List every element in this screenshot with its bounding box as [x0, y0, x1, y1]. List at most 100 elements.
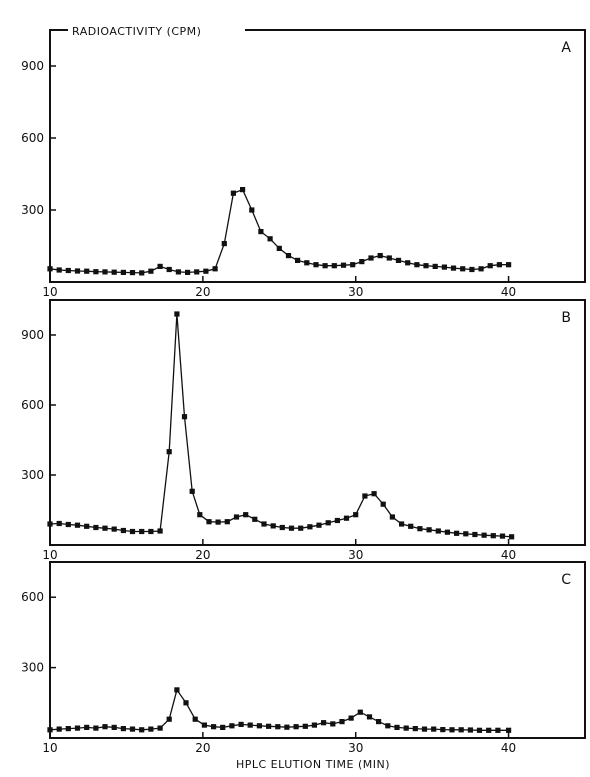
data-point	[395, 257, 402, 263]
data-point	[93, 269, 99, 275]
data-point	[93, 725, 99, 731]
data-point	[408, 523, 414, 529]
data-point	[181, 414, 188, 420]
data-point	[496, 262, 502, 268]
data-point	[185, 269, 191, 275]
x-tick-label: 10	[42, 285, 57, 299]
x-tick-label: 20	[195, 285, 210, 299]
data-point	[102, 724, 108, 730]
data-point	[157, 725, 163, 731]
data-point	[368, 255, 374, 261]
data-point	[509, 534, 515, 540]
data-point	[256, 723, 262, 729]
x-tick-label: 10	[42, 548, 57, 562]
data-point	[380, 501, 386, 507]
data-point	[65, 267, 71, 274]
data-point	[339, 719, 345, 725]
data-point	[394, 724, 400, 730]
data-point	[56, 520, 62, 527]
data-point	[258, 229, 264, 235]
data-point	[220, 724, 226, 730]
data-point	[276, 245, 282, 251]
data-point	[298, 525, 304, 531]
data-point	[215, 519, 221, 525]
y-tick-label: 300	[21, 468, 44, 482]
data-point	[56, 267, 62, 273]
y-axis-title: RADIOACTIVITY (CPM)	[72, 25, 201, 38]
y-tick-label: 600	[21, 398, 44, 412]
data-point	[212, 266, 218, 272]
data-point	[405, 260, 411, 266]
data-point	[302, 723, 308, 729]
data-point	[293, 724, 299, 730]
y-tick-label: 600	[21, 131, 44, 145]
data-point	[174, 311, 180, 317]
panel-label: B	[561, 310, 571, 326]
chart-panels: 300 600 900 10 20 30 40 A 300 600 900 10 20 30 40 B 300 6…	[21, 29, 586, 755]
data-point	[403, 725, 409, 731]
data-point	[74, 522, 81, 528]
x-tick-label: 40	[501, 285, 516, 299]
data-point	[247, 722, 253, 728]
data-point	[348, 715, 354, 721]
series-line	[49, 313, 512, 538]
data-point	[450, 265, 457, 271]
data-point	[84, 523, 90, 529]
data-point	[377, 253, 383, 259]
panel-frame	[49, 299, 586, 546]
data-point	[157, 263, 163, 269]
data-point	[84, 724, 90, 730]
data-point	[192, 716, 198, 722]
data-point	[221, 241, 227, 247]
data-point	[435, 528, 441, 534]
data-point	[229, 723, 235, 729]
data-point	[325, 520, 331, 526]
x-tick-label: 30	[348, 741, 363, 755]
panel-frame	[49, 561, 586, 739]
data-point	[197, 512, 203, 518]
data-point	[385, 723, 391, 729]
data-point	[417, 526, 423, 532]
data-point	[359, 259, 365, 265]
data-point	[224, 519, 230, 525]
data-point	[414, 262, 420, 268]
x-tick-label: 10	[42, 741, 57, 755]
data-point	[74, 725, 81, 731]
data-point	[353, 512, 359, 518]
data-point	[261, 521, 267, 527]
panel-c: 300 600 10 20 30 40 C	[21, 561, 586, 755]
data-point	[449, 727, 455, 733]
panel-b: 300 600 900 10 20 30 40 B	[21, 299, 586, 562]
data-point	[206, 519, 212, 525]
data-point	[399, 521, 405, 527]
data-point	[102, 525, 108, 531]
data-point	[120, 726, 126, 732]
data-point	[330, 721, 336, 727]
data-point	[431, 726, 437, 732]
data-point	[139, 528, 145, 535]
data-point	[467, 727, 473, 733]
y-tick-label: 600	[21, 590, 44, 604]
data-point	[267, 236, 273, 242]
data-point	[211, 724, 217, 730]
x-tick-label: 20	[195, 548, 210, 562]
data-point	[288, 525, 295, 531]
data-point	[166, 716, 172, 722]
x-tick-label: 30	[348, 285, 363, 299]
data-point	[472, 531, 478, 538]
data-point	[47, 266, 53, 272]
data-point	[166, 449, 172, 455]
data-point	[506, 727, 512, 733]
data-point	[148, 726, 154, 732]
data-point	[371, 491, 377, 497]
data-point	[243, 512, 249, 518]
data-point	[313, 262, 319, 268]
data-point	[426, 527, 432, 533]
data-point	[129, 726, 136, 732]
x-tick-label: 20	[195, 741, 210, 755]
data-point	[487, 263, 493, 269]
data-point	[74, 268, 81, 274]
x-tick-label: 40	[501, 741, 516, 755]
data-point	[322, 263, 328, 269]
data-point	[266, 723, 272, 729]
